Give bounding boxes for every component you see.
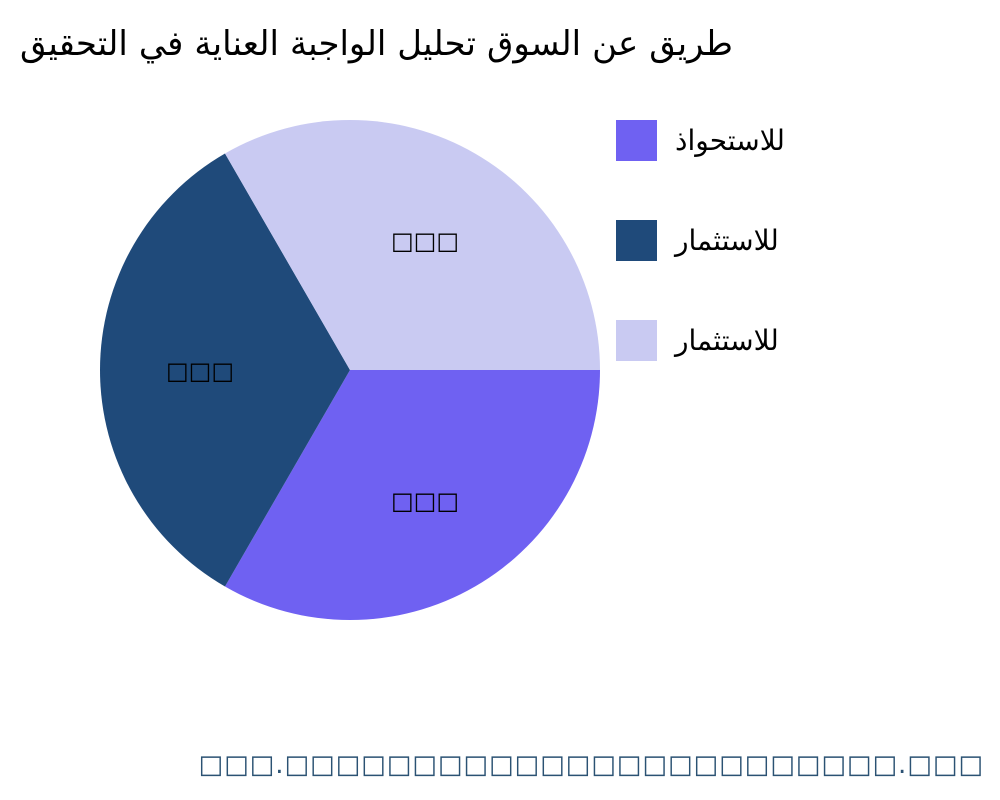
slice-data-label: □□□: [391, 487, 459, 515]
legend-label: للاستثمار: [675, 224, 779, 257]
chart-title: التحقيق في العناية الواجبة تحليل السوق عن طريق: [20, 24, 733, 64]
title-word: السوق: [486, 24, 582, 64]
title-word: التحقيق: [20, 24, 128, 64]
title-word: طريق: [649, 24, 733, 64]
legend-item: للاستثمار: [616, 220, 779, 261]
title-word: تحليل: [397, 24, 476, 64]
legend-item: للاستثمار: [616, 320, 779, 361]
legend-item: للاستحواذ: [616, 120, 785, 161]
title-word: الواجبة: [289, 24, 387, 64]
pie-slice: [225, 370, 600, 620]
title-word: في: [138, 24, 184, 64]
title-word: العناية: [194, 24, 279, 64]
legend-label: للاستحواذ: [675, 124, 785, 157]
slice-data-label: □□□: [166, 357, 234, 385]
watermark-url: □□□.□□□□□□□□□□□□□□□□□□□□□□□□.□□□: [198, 750, 984, 780]
pie-slice: [225, 119, 600, 370]
slice-data-label: □□□: [391, 227, 459, 255]
legend-swatch: [616, 120, 657, 161]
legend-swatch: [616, 220, 657, 261]
legend-label: للاستثمار: [675, 324, 779, 357]
legend-swatch: [616, 320, 657, 361]
title-word: عن: [592, 24, 639, 64]
